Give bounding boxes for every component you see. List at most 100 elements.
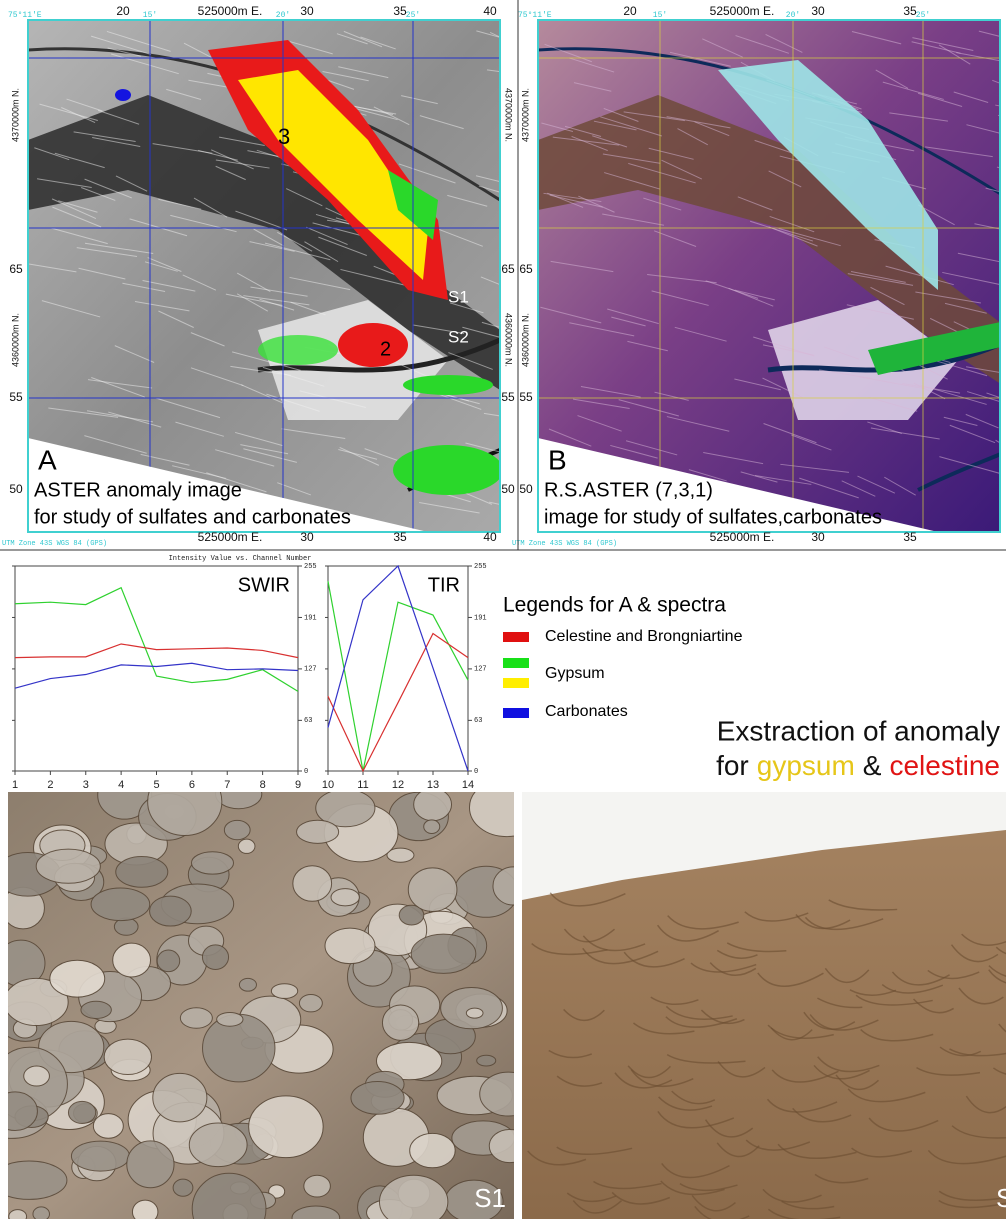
rock	[33, 1207, 50, 1221]
rock	[153, 1073, 207, 1122]
panel-caption: image for study of sulfates,carbonates	[544, 506, 882, 528]
x-tick-label: 7	[224, 779, 230, 791]
y-tick-label: 63	[304, 717, 312, 725]
y-tick-label: 255	[474, 563, 487, 571]
panel-caption: for study of sulfates and carbonates	[34, 506, 351, 528]
y-tick-label: 63	[474, 717, 482, 725]
x-tick-label: 10	[322, 779, 334, 791]
map-left-label: 4370000m N.	[10, 88, 20, 142]
y-tick-label: 191	[304, 614, 317, 622]
map-corner-label: 75°11'E	[518, 11, 552, 20]
anomaly-green	[403, 375, 493, 395]
map-panel: 20525000m E.303515'20'25'75°11'EUTM Zone…	[512, 4, 1006, 548]
y-tick-label: 0	[304, 768, 308, 776]
rock	[104, 1039, 151, 1074]
map-top-label: 525000m E.	[710, 4, 775, 18]
map-bottom-label: 40	[483, 530, 497, 544]
x-tick-label: 4	[118, 779, 124, 791]
map-minute-label: 15'	[653, 11, 667, 20]
spectra-title: Intensity Value vs. Channel Number	[169, 555, 312, 563]
rock	[414, 788, 452, 820]
map-image	[538, 20, 1006, 532]
spectrum-line	[328, 581, 468, 771]
map-top-label: 20	[623, 4, 637, 18]
rock	[157, 950, 180, 972]
rock	[93, 1114, 123, 1139]
map-top-label: 40	[483, 4, 497, 18]
panel-letter: A	[38, 444, 57, 475]
rock	[304, 1175, 331, 1197]
rock	[477, 1055, 496, 1066]
rock	[68, 1101, 95, 1123]
map-right-label: 4370000m N.	[504, 88, 514, 142]
heading-word: celestine	[889, 750, 1000, 781]
map-minute-label: 25'	[916, 11, 930, 20]
x-tick-label: 2	[47, 779, 53, 791]
map-bottom-label: 525000m E.	[198, 530, 263, 544]
map-left-label: 55	[519, 390, 533, 404]
rock	[191, 852, 233, 874]
terrain-streak	[1000, 339, 1006, 351]
map-left-label: 55	[9, 390, 23, 404]
map-image	[28, 20, 551, 532]
y-tick-label: 191	[474, 614, 487, 622]
map-annotation: S1	[448, 287, 469, 306]
x-tick-label: 6	[189, 779, 195, 791]
rock	[71, 1141, 129, 1171]
rock	[173, 1179, 193, 1196]
rock	[382, 1005, 418, 1040]
map-top-label: 30	[811, 4, 825, 18]
rock	[331, 889, 359, 906]
legend-label: Carbonates	[545, 703, 628, 720]
map-top-label: 30	[300, 4, 314, 18]
rock	[351, 1081, 404, 1114]
map-bottom-label: 35	[903, 530, 917, 544]
rock	[238, 839, 255, 853]
rock	[216, 779, 262, 808]
rock	[50, 960, 105, 997]
legend-swatch	[503, 678, 529, 688]
terrain-streak	[1001, 252, 1006, 270]
map-left-label: 4360000m N.	[10, 313, 20, 367]
heading-word: &	[863, 750, 882, 781]
map-annotation: S2	[448, 327, 469, 346]
legend-label: Celestine and Brongniartine	[545, 628, 743, 645]
panel-caption: R.S.ASTER (7,3,1)	[544, 479, 713, 501]
map-bottom-label: 30	[811, 530, 825, 544]
map-panel: 20525000m E.30354015'20'25'75°11'EUTM Zo…	[2, 4, 551, 548]
map-footer: UTM Zone 43S WGS 84 (GPS)	[2, 540, 107, 548]
rock	[292, 1206, 340, 1227]
x-tick-label: 8	[260, 779, 266, 791]
rock	[202, 945, 228, 970]
rock	[271, 984, 297, 999]
terrain-streak	[708, 490, 753, 506]
map-left-label: 4360000m N.	[520, 313, 530, 367]
legend-label: Gypsum	[545, 665, 605, 682]
photo-label: S	[996, 1183, 1006, 1213]
rock	[150, 896, 192, 926]
heading-word: for	[716, 750, 749, 781]
rock	[379, 1175, 447, 1227]
map-annotation: 2	[380, 338, 391, 360]
map-bottom-label: 35	[393, 530, 407, 544]
rock	[224, 820, 250, 839]
chart-title: SWIR	[238, 574, 290, 596]
x-tick-label: 3	[83, 779, 89, 791]
map-left-label: 65	[9, 262, 23, 276]
heading-word: gypsum	[757, 750, 855, 781]
rock	[217, 1012, 243, 1026]
map-left-label: 50	[9, 482, 23, 496]
field-photo: S	[522, 792, 1006, 1222]
rock	[24, 1066, 50, 1086]
map-right-label: 4360000m N.	[504, 313, 514, 367]
y-tick-label: 255	[304, 563, 317, 571]
x-tick-label: 14	[462, 779, 474, 791]
rock	[325, 928, 375, 963]
photo-image	[522, 792, 1006, 1222]
x-tick-label: 1	[12, 779, 18, 791]
panel-caption: ASTER anomaly image	[34, 479, 242, 501]
rock	[466, 1008, 483, 1018]
y-tick-label: 0	[474, 768, 478, 776]
photo-image	[0, 768, 543, 1227]
